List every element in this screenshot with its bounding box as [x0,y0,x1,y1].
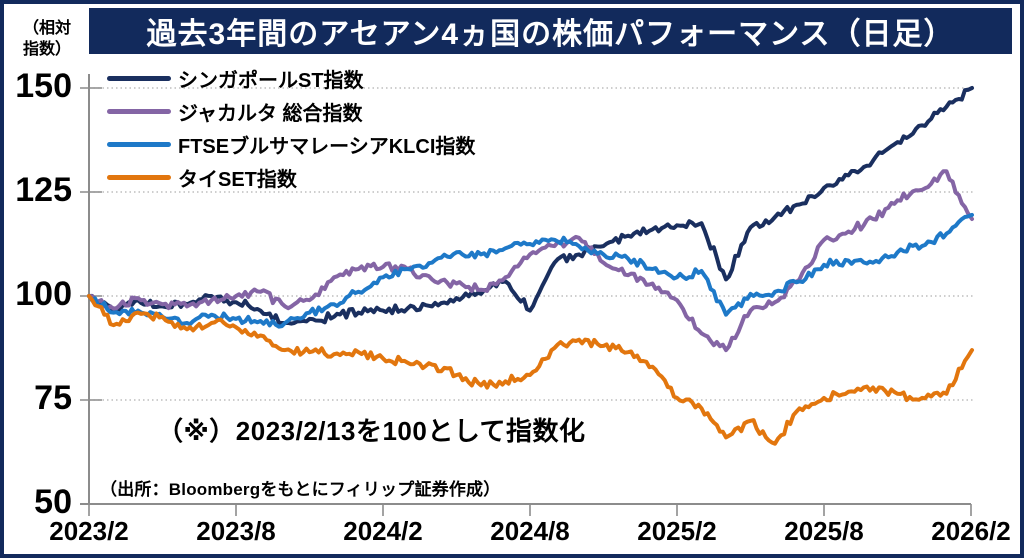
legend-item-0: シンガポールST指数 [107,62,475,95]
y-axis-unit-label-line1: （相対 [22,20,71,37]
y-axis-unit-label: （相対 指数） [10,18,84,60]
source-note: （出所：Bloombergをもとにフィリップ証券作成） [100,480,501,499]
x-axis-label-2023/2: 2023/2 [49,516,129,546]
legend-line-swatch-icon [107,175,171,180]
legend-line-swatch-icon [107,142,171,147]
x-axis-label-2024/2: 2024/2 [343,516,423,546]
legend-line-swatch-icon [107,76,171,81]
x-axis-label-2025/8: 2025/8 [784,516,864,546]
y-axis-label-75: 75 [34,378,72,417]
y-axis-label-50: 50 [34,482,72,521]
legend-item-2: FTSEブルサマレーシアKLCI指数 [107,128,475,161]
series-line-0 [87,86,974,326]
series-line-1 [87,169,974,353]
y-axis-label-125: 125 [15,170,72,209]
y-axis-label-150: 150 [15,66,72,105]
legend-line-swatch-icon [107,109,171,114]
legend-item-3: タイSET指数 [107,161,475,194]
legend-item-1: ジャカルタ 総合指数 [107,95,475,128]
series-line-3 [87,294,974,446]
legend-label: タイSET指数 [178,169,297,191]
x-axis-label-2026/2: 2026/2 [931,516,1011,546]
x-axis-label-2025/2: 2025/2 [637,516,717,546]
page-title: 過去3年間のアセアン4ヵ国の株価パフォーマンス（日足） [89,8,1012,54]
y-axis-unit-label-line2: 指数） [22,41,71,58]
legend: シンガポールST指数 ジャカルタ 総合指数 FTSEブルサマレーシアKLCI指数 タイ… [107,62,475,194]
series-line-2 [87,212,974,329]
x-axis-label-2023/8: 2023/8 [196,516,276,546]
legend-label: FTSEブルサマレーシアKLCI指数 [178,136,476,158]
y-axis-label-100: 100 [15,274,72,313]
legend-label: シンガポールST指数 [178,70,364,92]
legend-label: ジャカルタ 総合指数 [178,103,363,125]
x-axis-label-2024/8: 2024/8 [490,516,570,546]
chart-canvas [80,74,974,516]
index-note: （※）2023/2/13を100として指数化 [157,416,586,446]
